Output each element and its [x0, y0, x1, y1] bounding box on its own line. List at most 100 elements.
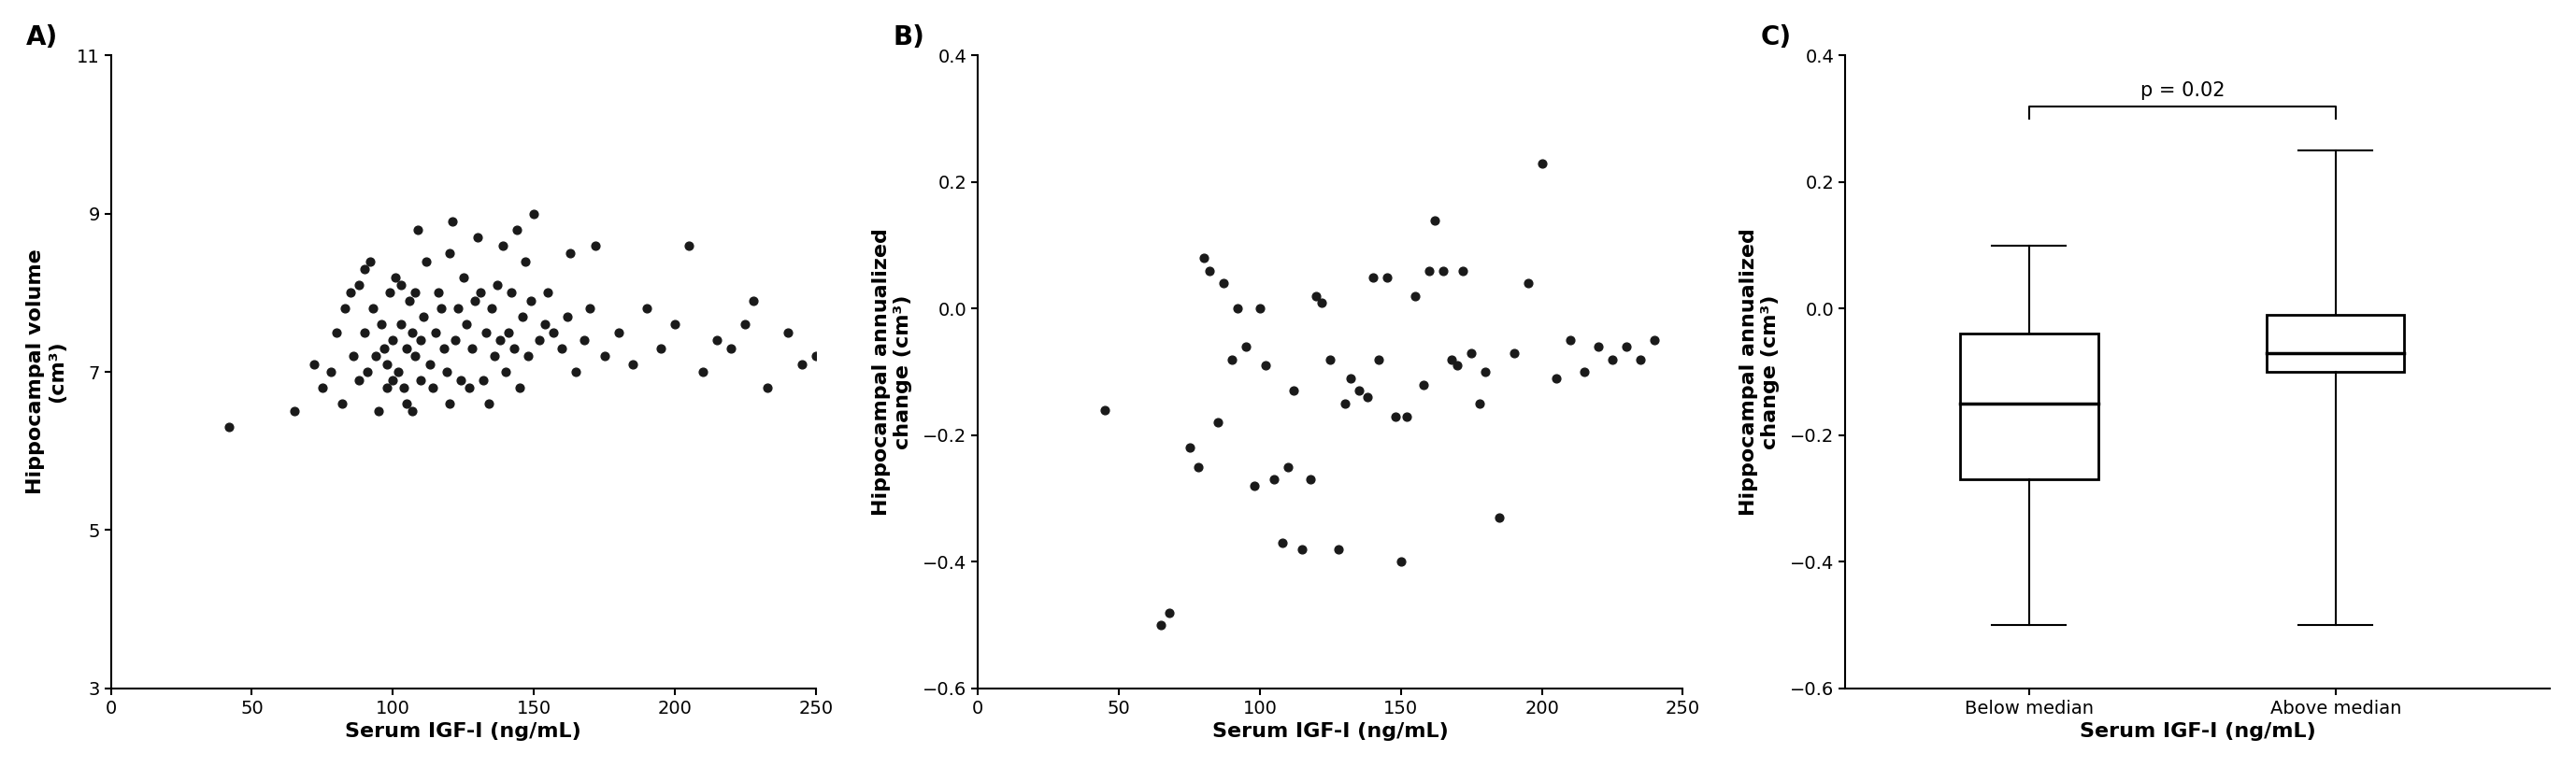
Point: [386, 342, 428, 354]
Text: C): C): [1759, 24, 1790, 50]
Text: B): B): [894, 24, 925, 50]
Point: [1432, 353, 1473, 365]
Point: [513, 208, 554, 220]
Point: [1296, 290, 1337, 302]
Point: [667, 239, 708, 252]
Point: [626, 302, 667, 314]
Point: [1394, 290, 1435, 302]
Point: [505, 255, 546, 268]
Point: [1422, 265, 1463, 277]
Point: [294, 358, 335, 370]
Point: [747, 382, 788, 394]
Point: [451, 342, 492, 354]
Point: [1450, 347, 1492, 359]
Point: [332, 350, 374, 362]
Point: [1466, 366, 1507, 378]
Point: [376, 271, 417, 283]
Point: [1216, 302, 1257, 314]
Point: [477, 278, 518, 291]
Point: [497, 223, 538, 235]
Point: [734, 295, 775, 307]
Point: [1291, 473, 1332, 486]
Point: [394, 350, 435, 362]
FancyBboxPatch shape: [2267, 315, 2403, 372]
Point: [564, 334, 605, 347]
Point: [474, 350, 515, 362]
Point: [273, 405, 314, 417]
Point: [379, 366, 420, 378]
Point: [415, 326, 456, 338]
Point: [410, 358, 451, 370]
Point: [428, 247, 469, 259]
Point: [1319, 543, 1360, 555]
Point: [1458, 397, 1499, 410]
X-axis label: Serum IGF-I (ng/mL): Serum IGF-I (ng/mL): [2079, 723, 2316, 741]
Point: [1592, 353, 1633, 365]
Point: [374, 334, 415, 347]
Point: [1255, 473, 1296, 486]
Point: [654, 318, 696, 331]
Point: [453, 295, 495, 307]
Point: [420, 302, 461, 314]
Point: [1620, 353, 1662, 365]
Y-axis label: Hippocampal annualized
change (cm³): Hippocampal annualized change (cm³): [873, 228, 912, 515]
Point: [507, 350, 549, 362]
Point: [330, 287, 371, 299]
Point: [574, 239, 616, 252]
Point: [549, 247, 590, 259]
Point: [1522, 157, 1564, 170]
Point: [598, 326, 639, 338]
Point: [1494, 347, 1535, 359]
Point: [585, 350, 626, 362]
X-axis label: Serum IGF-I (ng/mL): Serum IGF-I (ng/mL): [345, 723, 582, 741]
Point: [533, 326, 574, 338]
Point: [309, 366, 350, 378]
FancyBboxPatch shape: [1960, 334, 2097, 479]
Point: [1309, 353, 1350, 365]
Point: [1273, 385, 1314, 397]
Point: [1211, 353, 1252, 365]
Point: [394, 287, 435, 299]
Point: [361, 318, 402, 331]
Point: [345, 326, 386, 338]
Point: [1262, 537, 1303, 549]
Point: [696, 334, 737, 347]
Point: [366, 358, 407, 370]
Point: [556, 366, 598, 378]
Point: [484, 366, 526, 378]
Point: [1182, 252, 1224, 264]
Point: [487, 326, 528, 338]
Point: [639, 342, 680, 354]
Point: [438, 302, 479, 314]
Point: [381, 278, 422, 291]
Point: [1479, 512, 1520, 524]
Point: [366, 382, 407, 394]
Point: [422, 342, 464, 354]
Point: [613, 358, 654, 370]
Point: [1226, 341, 1267, 353]
Point: [345, 263, 386, 275]
Point: [482, 239, 523, 252]
Point: [301, 382, 343, 394]
Point: [526, 318, 567, 331]
Point: [1239, 302, 1280, 314]
Point: [1141, 619, 1182, 631]
Point: [711, 342, 752, 354]
Point: [456, 232, 497, 244]
Point: [528, 287, 569, 299]
Point: [489, 287, 531, 299]
X-axis label: Serum IGF-I (ng/mL): Serum IGF-I (ng/mL): [1213, 723, 1448, 741]
Point: [397, 223, 438, 235]
Point: [1170, 442, 1211, 454]
Point: [1358, 353, 1399, 365]
Point: [443, 271, 484, 283]
Text: A): A): [26, 24, 59, 50]
Point: [500, 382, 541, 394]
Point: [1443, 265, 1484, 277]
Point: [381, 318, 422, 331]
Point: [1188, 265, 1229, 277]
Point: [459, 287, 500, 299]
Point: [781, 358, 822, 370]
Point: [1437, 360, 1479, 372]
Point: [1507, 277, 1548, 289]
